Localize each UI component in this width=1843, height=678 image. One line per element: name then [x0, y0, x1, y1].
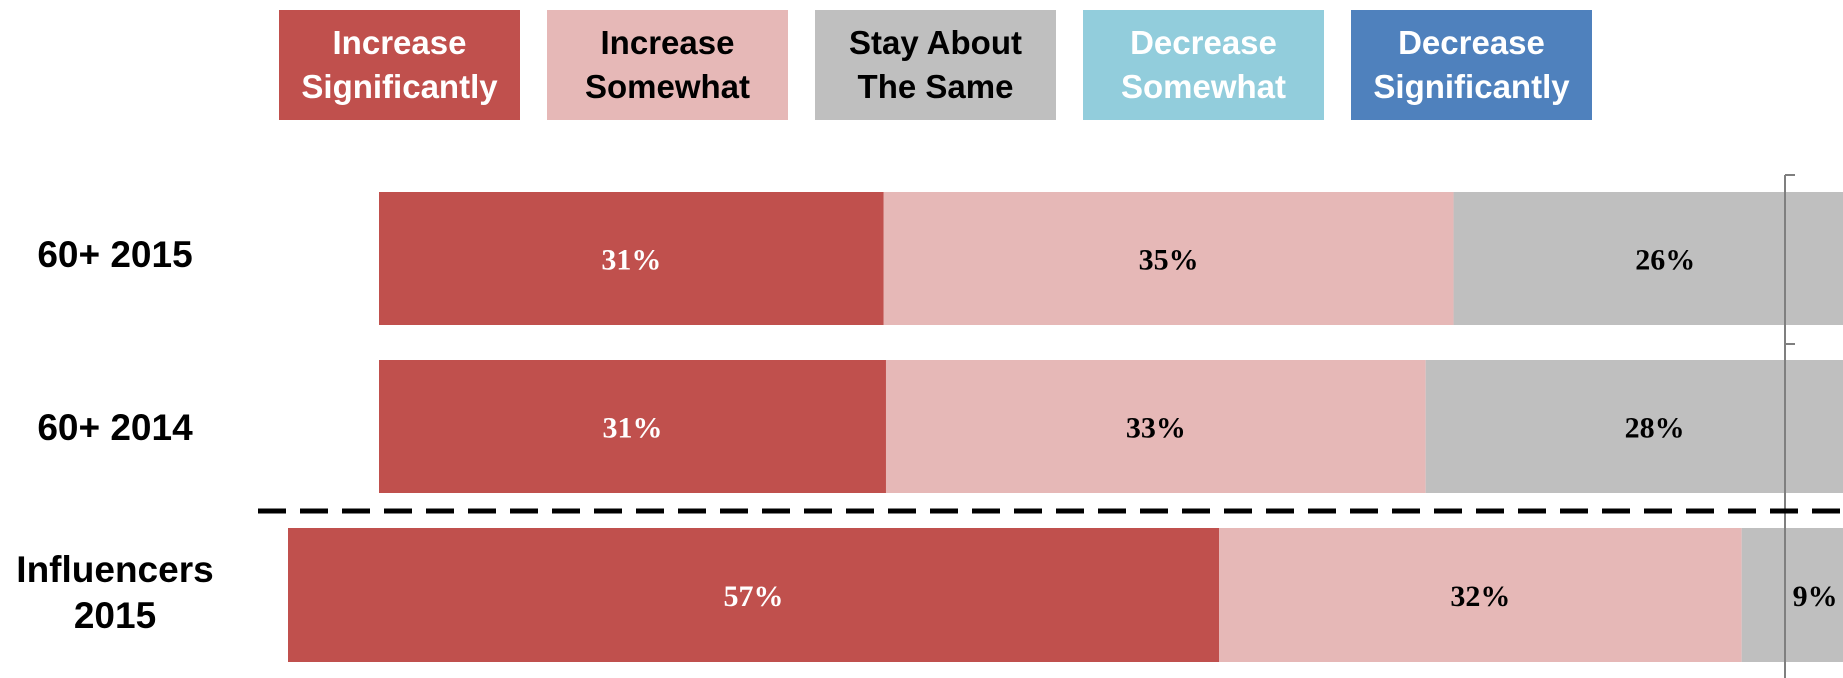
bar-segment-60-plus-2014-increase-somewhat — [885, 360, 1426, 493]
data-label-60-plus-2015-increase-significantly: 31% — [601, 244, 661, 277]
data-label-60-plus-2014-stay-about-same: 28% — [1625, 412, 1685, 445]
legend-increase-significantly: Increase Significantly — [279, 10, 520, 120]
bar-segment-influencers-2015-increase-somewhat — [1219, 528, 1742, 662]
legend-label-line2: Significantly — [301, 68, 498, 105]
bar-segment-60-plus-2014-increase-significantly — [379, 360, 886, 493]
legend-label-line2: Significantly — [1373, 68, 1570, 105]
legend-label-line2: Somewhat — [584, 68, 751, 105]
data-label-influencers-2015-stay-about-same: 9% — [1793, 580, 1838, 613]
category-label-line1: Influencers — [16, 549, 214, 590]
category-label-60-plus-2014: 60+ 2014 — [0, 405, 230, 451]
legend-label-line1: Decrease — [1398, 24, 1545, 61]
legend-label-line1: Decrease — [1130, 24, 1277, 61]
bar-segment-60-plus-2015-stay-about-same — [1453, 192, 1843, 325]
bar-segment-60-plus-2015-increase-somewhat — [883, 192, 1454, 325]
category-label-influencers-2015: Influencers 2015 — [0, 547, 230, 639]
bar-segment-influencers-2015-increase-significantly — [288, 528, 1219, 662]
legend-decrease-significantly: Decrease Significantly — [1351, 10, 1592, 120]
data-label-60-plus-2014-increase-significantly: 31% — [602, 412, 662, 445]
data-label-influencers-2015-increase-significantly: 57% — [724, 580, 784, 613]
data-label-60-plus-2014-increase-somewhat: 33% — [1126, 412, 1186, 445]
legend-decrease-somewhat: Decrease Somewhat — [1083, 10, 1324, 120]
category-label-60-plus-2015: 60+ 2015 — [0, 232, 230, 278]
data-label-60-plus-2015-increase-somewhat: 35% — [1139, 244, 1199, 277]
category-label-line1: 60+ 2015 — [37, 234, 193, 275]
legend-increase-somewhat: Increase Somewhat — [547, 10, 788, 120]
bar-segment-influencers-2015-stay-about-same — [1741, 528, 1843, 662]
legend-label-line1: Stay About — [849, 24, 1022, 61]
category-label-line1: 60+ 2014 — [37, 407, 193, 448]
legend-label-line1: Increase — [600, 24, 735, 61]
category-label-line2: 2015 — [73, 595, 157, 636]
bar-segment-60-plus-2014-stay-about-same — [1425, 360, 1843, 493]
data-label-60-plus-2015-stay-about-same: 26% — [1635, 244, 1695, 277]
legend-label-line2: The Same — [857, 68, 1014, 105]
legend-stay-about-same: Stay About The Same — [815, 10, 1056, 120]
legend-label-line1: Increase — [332, 24, 467, 61]
legend-label-line2: Somewhat — [1120, 68, 1287, 105]
bar-segment-60-plus-2015-increase-significantly — [379, 192, 884, 325]
data-label-influencers-2015-increase-somewhat: 32% — [1450, 580, 1510, 613]
